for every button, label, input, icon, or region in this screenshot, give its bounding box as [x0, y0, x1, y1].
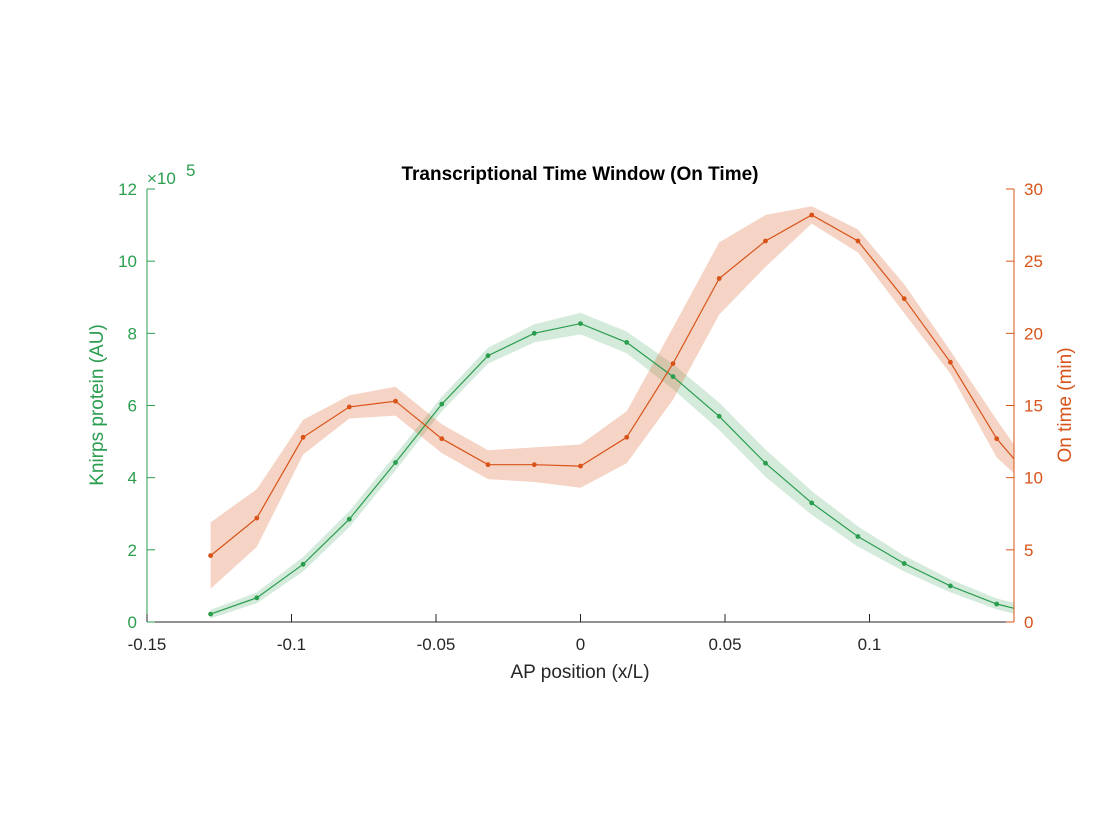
ontime-data-point	[531, 462, 537, 468]
x-tick-label: 0.05	[708, 635, 741, 654]
ontime-data-point	[439, 436, 445, 442]
ontime-data-point	[624, 434, 630, 440]
knirps-data-point	[578, 321, 583, 326]
ontime-data-point	[994, 436, 1000, 442]
y-right-tick-label: 20	[1024, 324, 1043, 343]
ontime-data-point	[809, 212, 815, 218]
knirps-data-point	[346, 516, 352, 522]
ontime-data-point	[393, 398, 398, 404]
exponent-prefix: ×10	[147, 169, 176, 188]
x-tick-label: -0.1	[277, 635, 306, 654]
exponent-power: 5	[186, 161, 195, 180]
x-tick-label: 0.1	[858, 635, 882, 654]
y-left-tick-label: 8	[128, 324, 137, 343]
ontime-data-point	[208, 553, 214, 558]
knirps-data-point	[485, 353, 491, 359]
x-tick-label: -0.15	[128, 635, 167, 654]
series-markers	[208, 212, 1000, 617]
ontime-data-point	[254, 515, 260, 521]
y-right-tick-label: 0	[1024, 613, 1033, 632]
knirps-data-point	[393, 460, 398, 465]
x-axis-label: AP position (x/L)	[510, 662, 649, 683]
y-left-tick-label: 0	[128, 613, 137, 632]
y-left-tick-label: 12	[118, 180, 137, 199]
ontime-data-point	[716, 276, 722, 281]
y-left-tick-label: 2	[128, 541, 137, 560]
chart-title: Transcriptional Time Window (On Time)	[401, 164, 758, 185]
knirps-data-point	[670, 374, 676, 379]
ontime-error-band	[210, 206, 1015, 589]
knirps-data-point	[763, 460, 768, 466]
ontime-data-point	[855, 238, 861, 244]
x-tick-label: 0	[576, 635, 585, 654]
ontime-data-point	[763, 238, 768, 244]
y-right-tick-label: 15	[1024, 397, 1043, 416]
y-left-tick-label: 4	[128, 469, 137, 488]
left-axis-exponent: ×10 5	[147, 161, 195, 188]
y-right-tick-label: 5	[1024, 541, 1033, 560]
ontime-data-point	[901, 296, 907, 302]
y-left-tick-label: 6	[128, 397, 137, 416]
y-right-tick-label: 25	[1024, 252, 1043, 271]
knirps-data-point	[994, 601, 1000, 607]
knirps-data-point	[439, 401, 445, 407]
knirps-data-point	[624, 340, 630, 345]
knirps-data-point	[254, 595, 260, 601]
knirps-data-point	[948, 583, 953, 589]
ontime-data-point	[485, 462, 491, 468]
knirps-data-point	[901, 561, 907, 566]
y-right-tick-label: 10	[1024, 469, 1043, 488]
y-left-tick-label: 10	[118, 252, 137, 271]
ontime-data-point	[948, 359, 953, 365]
error-bands	[210, 206, 1015, 619]
x-tick-label: -0.05	[417, 635, 456, 654]
y-right-tick-label: 30	[1024, 180, 1043, 199]
knirps-data-point	[809, 500, 815, 506]
knirps-data-point	[208, 611, 214, 617]
ontime-data-point	[578, 463, 583, 469]
ontime-data-point	[346, 404, 352, 410]
knirps-data-point	[855, 534, 861, 539]
knirps-data-point	[300, 561, 306, 567]
knirps-data-point	[531, 330, 537, 336]
knirps-data-point	[716, 413, 722, 419]
y-right-axis-label: On time (min)	[1055, 347, 1076, 462]
ontime-data-point	[670, 361, 676, 366]
axes: -0.15 -0.1 -0.05 0 0.05 0.1 0 2 4 6 8 10 12 0 5 10 15 20 2…	[118, 180, 1043, 654]
ontime-data-point	[300, 434, 306, 440]
y-left-axis-label: Knirps protein (AU)	[87, 324, 108, 486]
